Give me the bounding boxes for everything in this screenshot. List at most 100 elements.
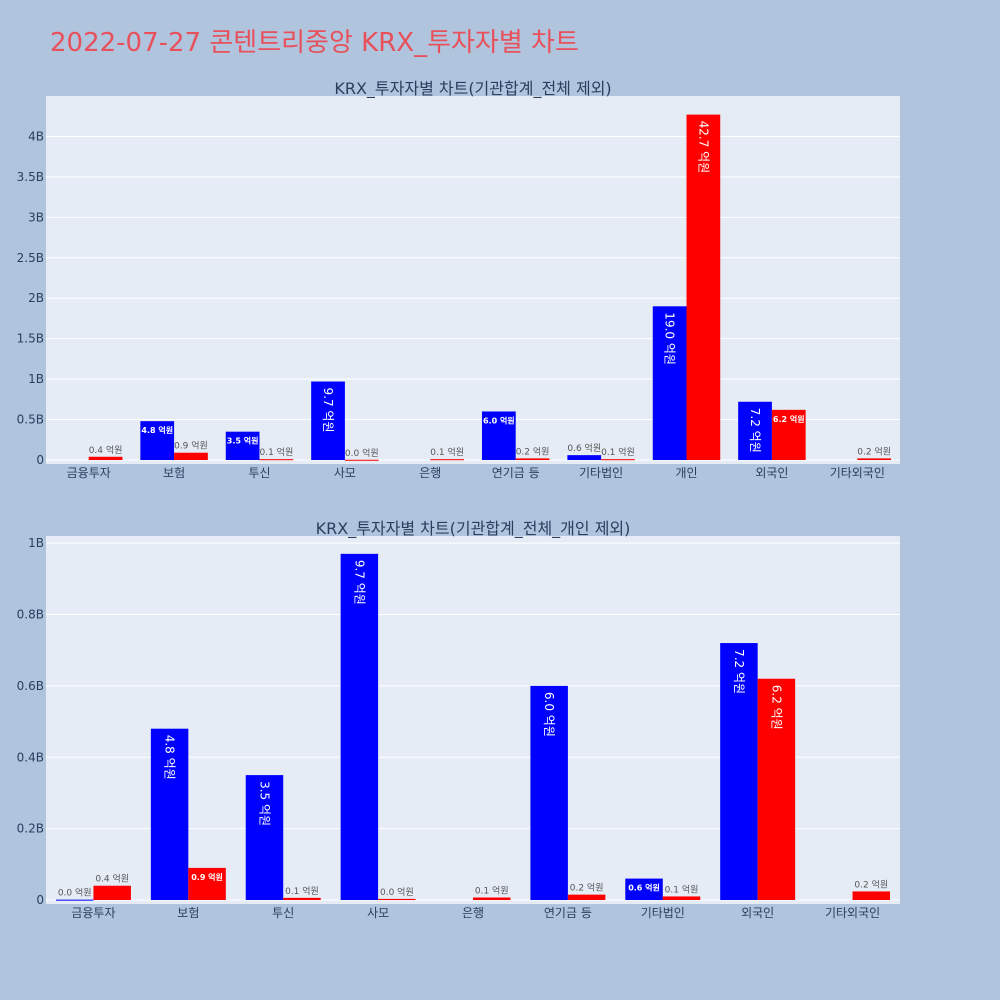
bar xyxy=(174,452,208,460)
bar xyxy=(430,459,465,461)
data-label: 7.2 억원 xyxy=(748,408,762,453)
data-label: 0.1 억원 xyxy=(475,885,509,897)
bar xyxy=(311,381,345,460)
data-label: 0.2 억원 xyxy=(570,882,604,894)
bar xyxy=(686,114,721,461)
bar xyxy=(601,459,635,461)
x-tick-label: 사모 xyxy=(367,906,389,920)
data-label: 0.1 억원 xyxy=(601,446,635,458)
x-tick-label: 연기금 등 xyxy=(544,906,592,920)
bar xyxy=(188,867,226,900)
y-tick-label: 3.5B xyxy=(17,170,44,184)
y-tick-label: 3B xyxy=(28,210,44,224)
x-tick-label: 기타외국인 xyxy=(830,466,885,480)
bar xyxy=(88,456,123,460)
data-label: 0.0 억원 xyxy=(58,887,92,899)
bar xyxy=(93,885,131,900)
bar xyxy=(662,896,701,900)
page-title: 2022-07-27 콘텐트리중앙 KRX_투자자별 차트 xyxy=(50,28,579,58)
x-tick-label: 연기금 등 xyxy=(492,466,540,480)
bar xyxy=(245,775,284,900)
data-label: 9.7 억원 xyxy=(352,560,366,605)
y-tick-label: 0.2B xyxy=(17,822,44,836)
data-label: 3.5 억원 xyxy=(257,781,271,826)
data-label: 0.2 억원 xyxy=(854,878,888,890)
chart-1: 0 0.5B 1B 1.5B 2B 2.5B 3B 3.5B 4B KRX_투자자별 차트(기관합… xyxy=(17,79,900,480)
y-tick-label: 2B xyxy=(28,291,44,305)
data-label: 0.1 억원 xyxy=(430,446,464,458)
x-tick-label: 보험 xyxy=(163,466,185,480)
bar xyxy=(625,878,663,900)
bar xyxy=(852,891,891,900)
bar xyxy=(652,306,687,460)
bar xyxy=(344,459,379,461)
data-label: 0.2 억원 xyxy=(857,445,891,457)
x-tick-label: 외국인 xyxy=(741,906,774,920)
bar xyxy=(150,728,189,900)
data-label: 0.9 억원 xyxy=(174,440,208,452)
y-tick-label: 0.8B xyxy=(17,608,44,622)
bar xyxy=(225,431,260,460)
data-label: 0.6 억원 xyxy=(628,883,660,893)
y-tick-label: 4B xyxy=(28,129,44,143)
data-label: 6.2 억원 xyxy=(773,414,805,424)
y-tick-label: 0 xyxy=(36,453,44,467)
bar xyxy=(720,643,758,900)
y-tick-label: 0 xyxy=(36,893,44,907)
bar xyxy=(259,459,294,461)
bar xyxy=(340,553,379,900)
bar xyxy=(738,401,772,460)
data-label: 9.7 억원 xyxy=(321,388,335,433)
x-tick-label: 보험 xyxy=(177,906,199,920)
x-tick-label: 은행 xyxy=(419,465,441,480)
bar xyxy=(530,685,568,900)
data-label: 0.4 억원 xyxy=(89,444,123,456)
y-tick-label: 0.5B xyxy=(17,413,44,427)
data-label: 0.1 억원 xyxy=(665,883,699,895)
chart-title: KRX_투자자별 차트(기관합계_전체 제외) xyxy=(334,79,611,99)
bar xyxy=(567,894,606,900)
x-tick-label: 투신 xyxy=(272,906,294,920)
x-tick-label: 은행 xyxy=(462,905,484,920)
data-label: 0.1 억원 xyxy=(259,446,293,458)
data-label: 42.7 억원 xyxy=(696,121,710,174)
data-label: 0.6 억원 xyxy=(567,442,601,454)
x-tick-label: 투신 xyxy=(248,466,270,480)
data-label: 0.0 억원 xyxy=(380,886,414,898)
chart-title: KRX_투자자별 차트(기관합계_전체_개인 제외) xyxy=(316,519,631,539)
bar xyxy=(283,897,321,900)
bar xyxy=(757,678,796,900)
bar xyxy=(771,409,806,460)
x-tick-label: 금융투자 xyxy=(67,466,111,480)
y-tick-label: 0.6B xyxy=(17,679,44,693)
data-label: 19.0 억원 xyxy=(663,312,677,365)
bar xyxy=(481,411,516,460)
bar xyxy=(378,898,416,900)
data-label: 3.5 억원 xyxy=(227,436,259,446)
bar xyxy=(473,897,511,900)
data-label: 6.0 억원 xyxy=(542,692,556,737)
bar xyxy=(567,455,602,460)
x-tick-label: 기타법인 xyxy=(579,466,623,480)
data-label: 6.2 억원 xyxy=(769,685,783,730)
x-tick-label: 기타외국인 xyxy=(825,906,880,920)
data-label: 4.8 억원 xyxy=(141,425,173,435)
y-tick-label: 1B xyxy=(28,372,44,386)
bar xyxy=(140,421,175,460)
data-label: 0.1 억원 xyxy=(285,885,319,897)
bar xyxy=(857,458,892,460)
y-tick-label: 1B xyxy=(28,536,44,550)
data-label: 0.2 억원 xyxy=(516,445,550,457)
y-tick-label: 1.5B xyxy=(17,332,44,346)
x-tick-label: 기타법인 xyxy=(641,906,685,920)
x-tick-label: 금융투자 xyxy=(71,906,115,920)
data-label: 4.8 억원 xyxy=(163,735,177,780)
y-tick-label: 0.4B xyxy=(17,750,44,764)
bar xyxy=(515,458,550,460)
y-tick-label: 2.5B xyxy=(17,251,44,265)
chart-2: 0 0.2B 0.4B 0.6B 0.8B 1B KRX_투자자별 차트(기관합계_전체_개… xyxy=(17,519,900,920)
bar xyxy=(55,899,94,901)
data-label: 0.4 억원 xyxy=(95,873,129,885)
x-tick-label: 개인 xyxy=(675,466,697,480)
